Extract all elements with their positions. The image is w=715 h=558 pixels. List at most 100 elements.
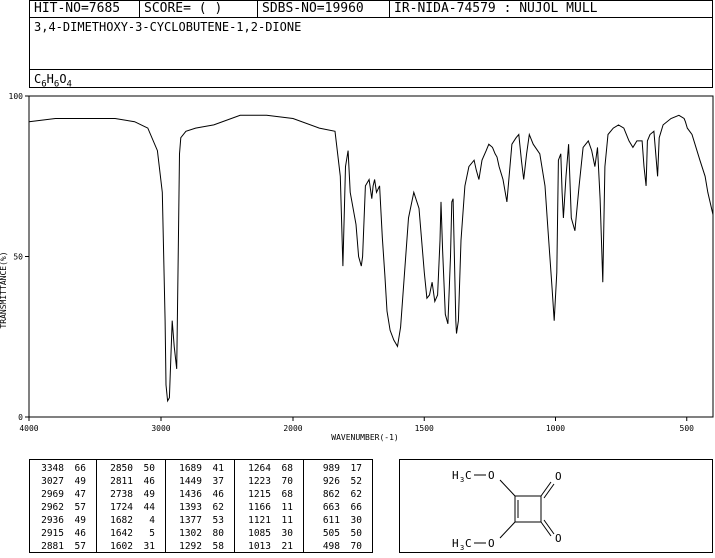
peak-table-divider: [96, 460, 97, 552]
formula-o: O: [59, 72, 67, 86]
peak-wavenumber: 1377: [179, 515, 202, 526]
peak-transmittance: 53: [212, 515, 224, 526]
peak-wavenumber: 1642: [110, 528, 133, 539]
peak-transmittance: 66: [350, 502, 362, 513]
formula-h-count: 6: [53, 79, 60, 90]
methyl-top-c: C: [465, 469, 472, 482]
structure-box: H 3 C O O H 3 C O O: [399, 459, 713, 553]
peak-transmittance: 46: [74, 528, 86, 539]
ether-oxygen-top: O: [488, 469, 495, 482]
compound-name: 3,4-DIMETHOXY-3-CYCLOBUTENE-1,2-DIONE: [34, 20, 302, 34]
peak-wavenumber: 862: [322, 489, 340, 500]
peak-wavenumber: 1449: [179, 476, 202, 487]
formula-c: C: [34, 72, 42, 86]
methyl-bottom-subscript: 3: [460, 544, 464, 552]
peak-wavenumber: 1013: [248, 541, 271, 552]
peak-transmittance: 41: [212, 463, 224, 474]
peak-wavenumber: 926: [322, 476, 340, 487]
peak-transmittance: 30: [281, 528, 293, 539]
peak-table-divider: [165, 460, 166, 552]
methyl-bottom-c: C: [465, 537, 472, 550]
methyl-bottom-h: H: [452, 537, 459, 550]
peak-wavenumber: 2881: [41, 541, 64, 552]
peak-transmittance: 30: [350, 515, 362, 526]
peak-wavenumber: 611: [322, 515, 340, 526]
peak-wavenumber: 1085: [248, 528, 271, 539]
peak-transmittance: 57: [74, 541, 86, 552]
peak-transmittance: 49: [74, 515, 86, 526]
peak-transmittance: 4: [149, 515, 155, 526]
x-tick-label: 2000: [283, 424, 302, 433]
peak-wavenumber: 3027: [41, 476, 64, 487]
peak-transmittance: 62: [350, 489, 362, 500]
peak-transmittance: 50: [143, 463, 155, 474]
score: SCORE= ( ): [140, 1, 258, 18]
formula-h: H: [46, 72, 54, 86]
peak-transmittance: 17: [350, 463, 362, 474]
peak-wavenumber: 1292: [179, 541, 202, 552]
peak-wavenumber: 663: [322, 502, 340, 513]
peak-transmittance: 62: [212, 502, 224, 513]
formula-o-count: 4: [66, 79, 72, 90]
peak-wavenumber: 1393: [179, 502, 202, 513]
molecular-formula: C6H6O4: [30, 69, 712, 90]
peak-transmittance: 70: [350, 541, 362, 552]
peak-transmittance: 11: [281, 502, 293, 513]
y-tick-label: 50: [13, 253, 23, 262]
peak-wavenumber: 1215: [248, 489, 271, 500]
peak-wavenumber: 2738: [110, 489, 133, 500]
peak-wavenumber: 2969: [41, 489, 64, 500]
peak-transmittance: 5: [149, 528, 155, 539]
x-tick-label: 500: [680, 424, 695, 433]
plot-frame: [28, 95, 714, 418]
peak-wavenumber: 1121: [248, 515, 271, 526]
structure-drawing: H 3 C O O H 3 C O O: [452, 469, 562, 552]
peak-wavenumber: 3348: [41, 463, 64, 474]
peak-table: 3348 66 3027 49 2969 47 2962 57 2936 49 2915 46 2881…: [29, 459, 373, 553]
peak-transmittance: 47: [74, 489, 86, 500]
formula-c-count: 6: [41, 79, 47, 90]
peak-list: 3348 66 3027 49 2969 47 2962 57 2936 49 2915 46 2881…: [29, 459, 713, 553]
y-axis-label: TRANSMITTANCE(%): [0, 251, 8, 328]
peak-transmittance: 46: [143, 476, 155, 487]
peak-transmittance: 57: [74, 502, 86, 513]
ir-identifier: IR-NIDA-74579 : NUJOL MULL: [390, 1, 712, 18]
peak-transmittance: 31: [143, 541, 155, 552]
y-tick-label: 100: [9, 92, 24, 101]
peak-wavenumber: 2915: [41, 528, 64, 539]
peak-transmittance: 70: [281, 476, 293, 487]
peak-wavenumber: 2811: [110, 476, 133, 487]
peak-wavenumber: 2936: [41, 515, 64, 526]
peak-wavenumber: 1689: [179, 463, 202, 474]
peak-wavenumber: 989: [322, 463, 340, 474]
peak-transmittance: 49: [143, 489, 155, 500]
peak-wavenumber: 2850: [110, 463, 133, 474]
peak-wavenumber: 1602: [110, 541, 133, 552]
hit-number: HIT-NO=7685: [30, 1, 140, 18]
methyl-top-h: H: [452, 469, 459, 482]
peak-wavenumber: 1724: [110, 502, 133, 513]
peak-wavenumber: 1436: [179, 489, 202, 500]
peak-wavenumber: 505: [322, 528, 340, 539]
x-axis-label: WAVENUMBER(-1): [331, 433, 398, 442]
peak-transmittance: 46: [212, 489, 224, 500]
peak-wavenumber: 1682: [110, 515, 133, 526]
peak-transmittance: 80: [212, 528, 224, 539]
peak-wavenumber: 1223: [248, 476, 271, 487]
spectrum-line: [28, 114, 714, 403]
peak-table-divider: [234, 460, 235, 552]
peak-transmittance: 58: [212, 541, 224, 552]
x-tick-label: 1500: [415, 424, 434, 433]
y-tick-label: 0: [18, 413, 23, 422]
header-frame: HIT-NO=7685 SCORE= ( ) SDBS-NO=19960 IR-…: [29, 0, 713, 90]
peak-wavenumber: 1166: [248, 502, 271, 513]
carbonyl-oxygen-bottom: O: [555, 532, 562, 545]
peak-transmittance: 50: [350, 528, 362, 539]
peak-transmittance: 66: [74, 463, 86, 474]
sdbs-number: SDBS-NO=19960: [258, 1, 390, 18]
peak-transmittance: 21: [281, 541, 293, 552]
peak-transmittance: 49: [74, 476, 86, 487]
x-tick-label: 3000: [151, 424, 170, 433]
peak-wavenumber: 2962: [41, 502, 64, 513]
